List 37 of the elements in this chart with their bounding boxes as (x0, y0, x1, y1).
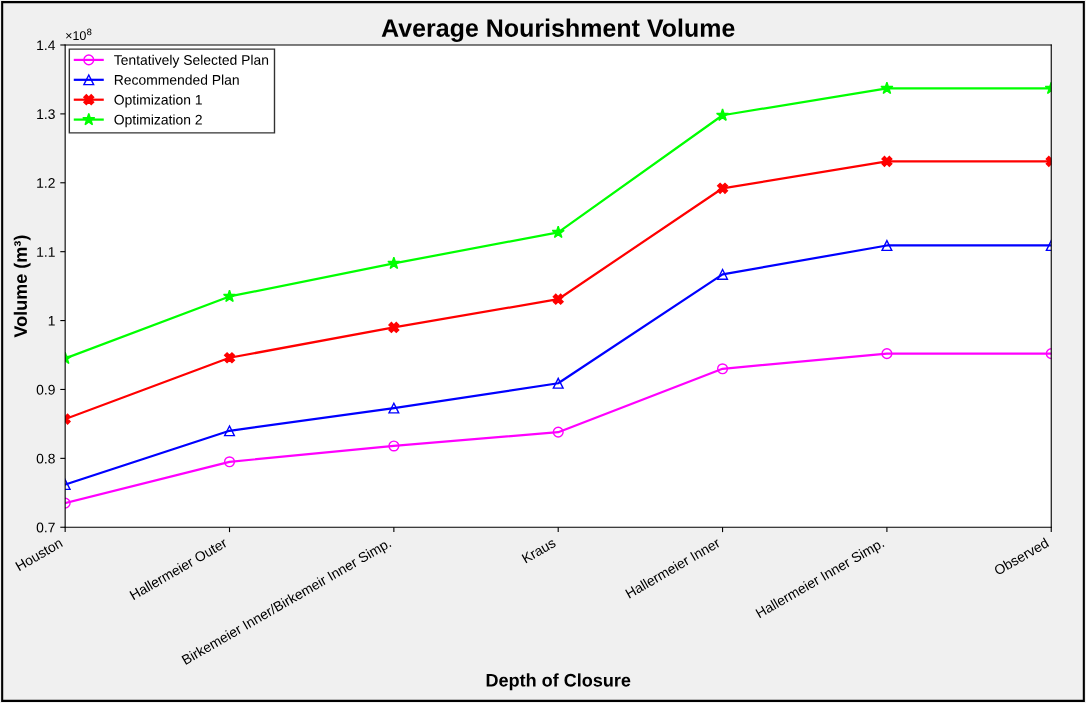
y-tick-label: 0.7 (36, 522, 55, 533)
point (388, 440, 400, 452)
x-tick-label: Kraus (521, 537, 557, 564)
y-tick-label: 0.9 (36, 384, 55, 395)
point (716, 363, 729, 375)
point (881, 155, 893, 167)
point (388, 321, 400, 334)
point (222, 289, 237, 303)
y-tick-label: 1 (48, 316, 55, 326)
legend-label: Optimization 1 (114, 94, 202, 108)
point (223, 352, 236, 364)
x-axis-title: Depth of Closure (486, 673, 631, 691)
point (387, 256, 401, 270)
chart-title: Average Nourishment Volume (381, 18, 735, 42)
legend-label: Recommended Plan (114, 74, 239, 85)
point (223, 425, 236, 437)
point (715, 108, 730, 122)
y-tick-label: 1.1 (37, 247, 55, 257)
point (881, 348, 893, 360)
y-tick-label: 1.2 (37, 178, 55, 188)
y-axis-title: Volume (m³) (13, 235, 31, 338)
point (716, 182, 729, 194)
legend-label: Optimization 2 (114, 114, 202, 128)
y-tick-label: 1.4 (37, 40, 56, 51)
point (388, 402, 400, 414)
point (551, 225, 565, 239)
text: ×10$^{8}$ (66, 28, 92, 41)
point (552, 293, 564, 305)
point (716, 268, 729, 280)
point (880, 81, 894, 95)
point (552, 377, 564, 389)
point (552, 426, 564, 438)
point (223, 456, 236, 468)
legend-label: Tentatively Selected Plan (114, 54, 269, 68)
y-tick-label: 0.8 (36, 453, 55, 464)
y-tick-label: 1.3 (37, 109, 55, 120)
point (881, 239, 893, 252)
